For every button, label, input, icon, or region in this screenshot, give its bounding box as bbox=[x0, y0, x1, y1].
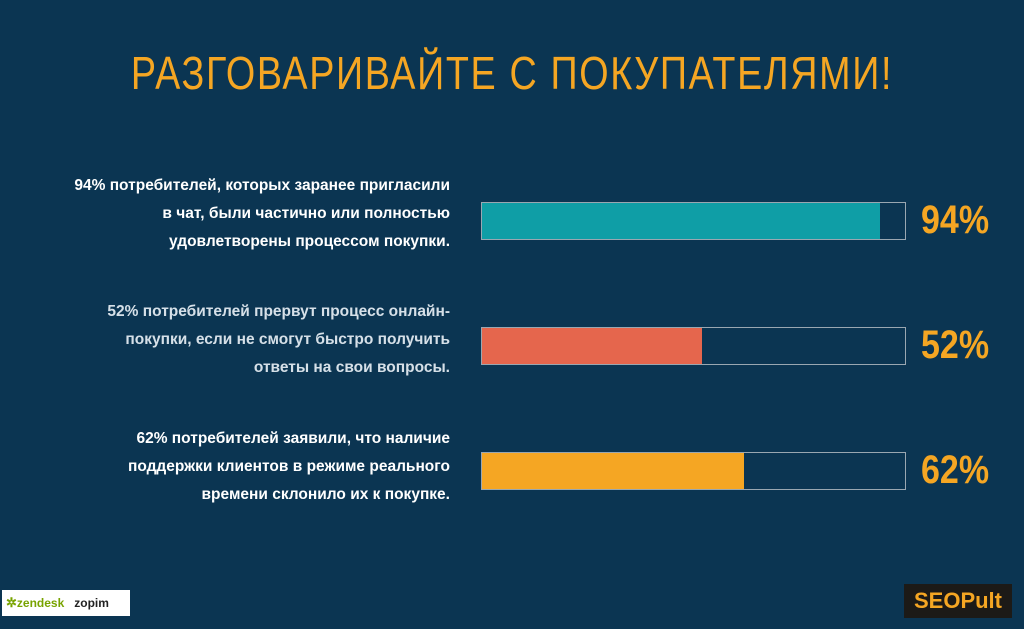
bar-description-line: 52% потребителей прервут процесс онлайн- bbox=[107, 303, 450, 320]
bar-description-line: в чат, были частично или полностью bbox=[162, 205, 450, 222]
bar-description-line: поддержки клиентов в режиме реального bbox=[127, 458, 450, 475]
bar-track-2 bbox=[481, 327, 906, 365]
bar-description-line: 94% потребителей, которых заранее пригла… bbox=[74, 177, 450, 194]
zendesk-zopim-logo: ✲zendesk zopim bbox=[2, 590, 130, 616]
bar-fill-1 bbox=[482, 203, 880, 239]
bar-description-line: времени склонило их к покупке. bbox=[201, 486, 450, 503]
bar-description-3: 62% потребителей заявили, что наличие по… bbox=[20, 425, 450, 509]
page-title: РАЗГОВАРИВАЙТЕ С ПОКУПАТЕЛЯМИ! bbox=[130, 47, 894, 99]
bar-description-line: удовлетворены процессом покупки. bbox=[169, 233, 450, 250]
zendesk-wordmark: zendesk bbox=[16, 596, 65, 610]
bar-fill-3 bbox=[482, 453, 744, 489]
gear-icon: ✲ bbox=[6, 595, 17, 610]
bar-description-2: 52% потребителей прервут процесс онлайн-… bbox=[20, 298, 450, 382]
bar-description-line: ответы на свои вопросы. bbox=[253, 359, 450, 376]
zendesk-logo: ✲zendesk bbox=[6, 595, 64, 611]
bar-value-label-1: 94% bbox=[921, 198, 990, 242]
bar-value-label-3: 62% bbox=[921, 448, 990, 492]
bar-description-1: 94% потребителей, которых заранее пригла… bbox=[20, 172, 450, 256]
bar-description-line: покупки, если не смогут быстро получить bbox=[125, 331, 450, 348]
bar-fill-2 bbox=[482, 328, 702, 364]
zopim-logo: zopim bbox=[74, 596, 109, 610]
seopult-logo: SEOPult bbox=[904, 584, 1012, 618]
bar-description-line: 62% потребителей заявили, что наличие bbox=[136, 430, 450, 447]
bar-track-1 bbox=[481, 202, 906, 240]
bar-value-label-2: 52% bbox=[921, 323, 990, 367]
bar-track-3 bbox=[481, 452, 906, 490]
